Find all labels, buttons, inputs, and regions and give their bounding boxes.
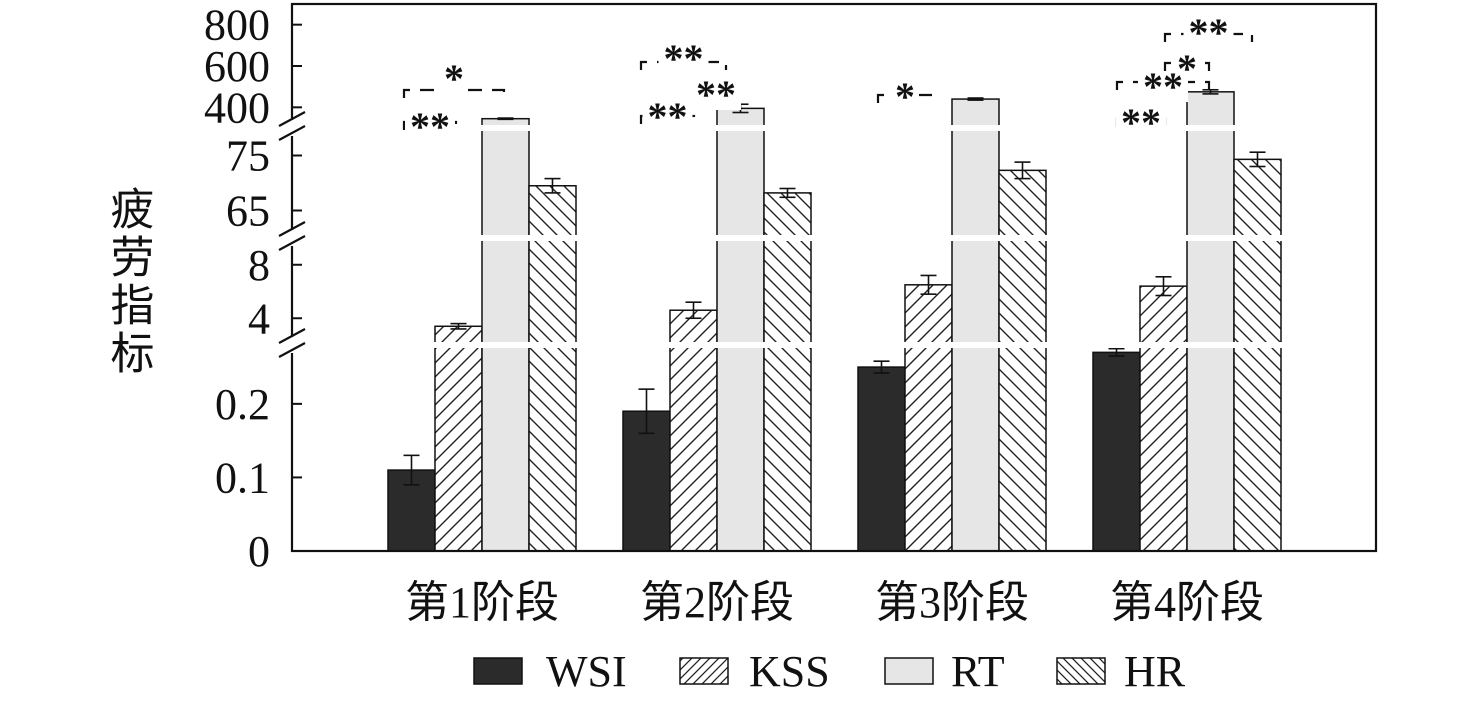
axis-break-mark (278, 111, 306, 141)
bar-kss-3 (904, 284, 953, 552)
significance-label: ** (648, 94, 688, 139)
error-bar-hr-1 (544, 177, 561, 194)
significance-label: ** (410, 104, 450, 149)
legend-item-rt: RT (884, 647, 1005, 696)
y-tick-label: 75 (226, 132, 270, 181)
bar-kss-2 (669, 309, 718, 552)
y-tick-label: 0 (248, 527, 270, 576)
y-tick-label: 0.2 (215, 380, 270, 429)
y-tick-label: 4 (248, 294, 270, 343)
x-category-label: 第1阶段 (405, 578, 559, 627)
legend-swatch (884, 657, 934, 685)
bar-rt-3 (951, 98, 1000, 552)
legend-label: HR (1124, 647, 1186, 696)
significance-label: ** (1121, 100, 1161, 145)
x-category-label: 第4阶段 (1110, 578, 1264, 627)
x-category-label: 第3阶段 (875, 578, 1029, 627)
x-category-label: 第2阶段 (640, 578, 794, 627)
error-bar-kss-1 (450, 322, 467, 330)
legend-swatch (473, 657, 523, 685)
plot-frame (290, 2, 1378, 553)
error-bar-wsi-1 (403, 454, 420, 486)
axis-break-gap (293, 235, 1375, 241)
axis-break-mark (278, 328, 306, 358)
significance-label: * (895, 74, 915, 119)
legend-swatch (679, 657, 729, 685)
significance-label: ** (696, 72, 736, 117)
legend-item-kss: KSS (679, 647, 830, 696)
y-tick-label: 0.1 (215, 453, 270, 502)
bar-hr-1 (528, 185, 577, 552)
error-bar-wsi-2 (638, 388, 655, 435)
error-bar-rt-1 (497, 117, 514, 121)
legend-label: RT (951, 647, 1005, 696)
bar-rt-2 (716, 107, 765, 552)
bar-hr-2 (763, 192, 812, 552)
y-tick-label: 800 (204, 1, 270, 50)
significance-label: ** (664, 36, 704, 81)
bar-hr-3 (998, 169, 1047, 552)
error-bar-hr-4 (1249, 151, 1266, 168)
error-bar-kss-2 (685, 301, 702, 320)
y-tick-label: 65 (226, 187, 270, 236)
bar-rt-1 (481, 117, 530, 552)
y-axis-label: 疲劳指标 (104, 186, 154, 378)
y-tick-label: 8 (248, 241, 270, 290)
error-bar-kss-3 (920, 274, 937, 295)
axis-break-mark (278, 221, 306, 251)
y-tick-label: 600 (204, 42, 270, 91)
bar-kss-1 (434, 325, 483, 552)
legend-item-hr: HR (1056, 647, 1186, 696)
legend-swatch (1056, 657, 1106, 685)
error-bar-rt-3 (967, 97, 984, 101)
bar-rt-4 (1186, 91, 1235, 552)
bar-wsi-4 (1092, 351, 1141, 552)
legend-label: WSI (546, 647, 627, 696)
error-bar-kss-4 (1155, 275, 1172, 297)
error-bar-wsi-4 (1108, 347, 1125, 357)
legend-item-wsi: WSI (473, 647, 627, 696)
significance-label: ** (1189, 10, 1229, 55)
bar-kss-4 (1139, 285, 1188, 552)
bar-wsi-3 (857, 366, 906, 552)
axis-break-gap (293, 342, 1375, 348)
bar-hr-4 (1233, 158, 1282, 552)
axis-break-gap (293, 125, 1375, 131)
significance-label: * (444, 56, 464, 101)
significance-label: ** (1143, 64, 1183, 109)
legend-label: KSS (749, 647, 830, 696)
error-bar-hr-3 (1014, 161, 1031, 180)
error-bar-rt-4 (1202, 88, 1219, 95)
y-tick-label: 400 (204, 83, 270, 132)
error-bar-hr-2 (779, 187, 796, 199)
error-bar-wsi-3 (873, 360, 890, 374)
